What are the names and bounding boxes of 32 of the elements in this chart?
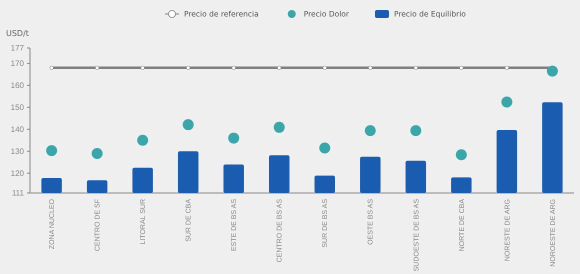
point — [410, 125, 422, 136]
point — [140, 66, 145, 70]
point — [501, 96, 512, 108]
point — [228, 132, 240, 144]
point — [459, 66, 464, 70]
point — [322, 66, 327, 70]
y-axis-title: USD/t — [6, 29, 29, 38]
y-tick-label: 140 — [10, 124, 25, 134]
point — [50, 66, 54, 70]
point — [368, 66, 372, 70]
point — [232, 66, 236, 70]
point — [364, 125, 376, 136]
point — [92, 148, 103, 159]
y-tick-label: 160 — [10, 80, 25, 90]
y-tick-label: 170 — [10, 58, 25, 68]
point — [95, 66, 100, 70]
point — [274, 122, 285, 133]
point — [414, 66, 418, 70]
point — [46, 145, 58, 156]
point — [137, 134, 148, 146]
y-tick-label: 177 — [10, 44, 25, 53]
y-tick-label: 130 — [10, 146, 25, 156]
y-tick-label: 120 — [10, 168, 25, 178]
point — [182, 119, 194, 130]
point — [456, 149, 467, 160]
point — [546, 66, 558, 77]
point — [186, 66, 190, 70]
point — [319, 142, 330, 154]
y-tick-label: 111 — [12, 188, 25, 198]
point — [277, 66, 282, 70]
point — [504, 66, 509, 70]
y-tick-label: 150 — [10, 102, 25, 112]
